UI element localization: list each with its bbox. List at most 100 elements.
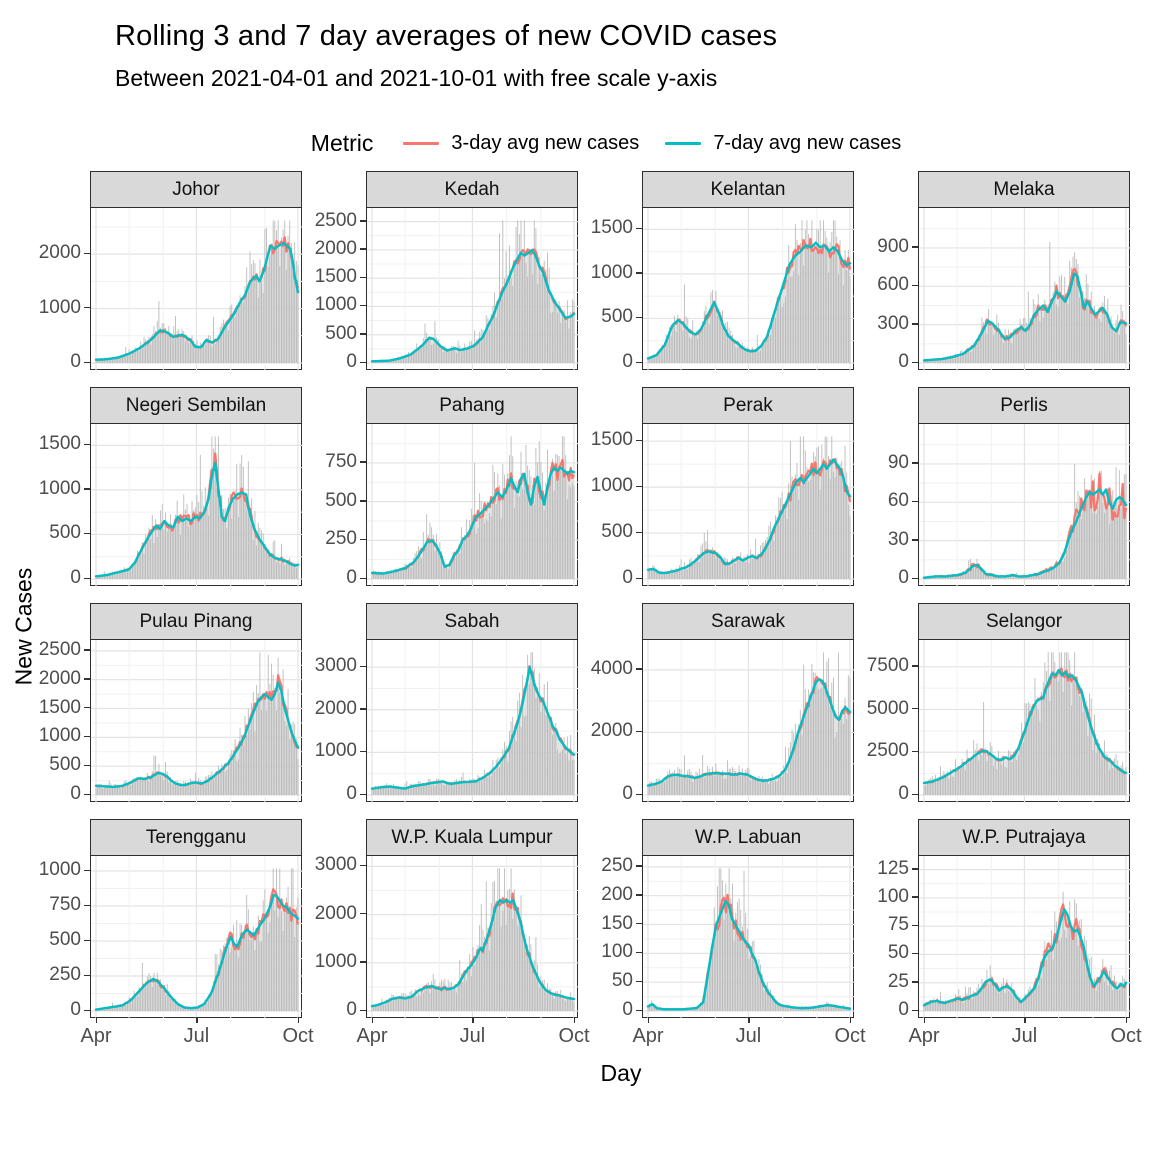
- facet-panel-negeri-sembilan: [90, 423, 303, 587]
- legend-item-7day: 7-day avg new cases: [665, 132, 901, 155]
- y-tick-label: 2000: [314, 902, 357, 924]
- y-tick-mark: [636, 730, 642, 733]
- y-tick-label: 2500: [866, 740, 909, 762]
- y-tick-mark: [84, 532, 90, 535]
- y-tick-mark: [912, 284, 918, 287]
- y-tick-mark: [84, 793, 90, 795]
- facet-panel-pulau-pinang: [90, 639, 303, 803]
- y-tick-mark: [912, 539, 918, 541]
- facet-strip-w-p-putrajaya: W.P. Putrajaya: [918, 819, 1130, 855]
- facet-panel-w-p-kuala-lumpur: Apr Jul Oct: [356, 855, 590, 1047]
- y-axis-selangor: 0 2500 5000 7500: [860, 639, 918, 804]
- y-tick-label: 1500: [314, 266, 357, 288]
- y-tick-mark: [360, 864, 366, 867]
- facet-panel-w-p-labuan: Apr Jul Oct: [632, 855, 866, 1047]
- y-tick-mark: [636, 1009, 642, 1011]
- y-axis-perak: 0 500 1000 1500: [584, 423, 642, 588]
- y-tick-label: 600: [877, 274, 909, 296]
- y-axis-sarawak: 0 2000 4000: [584, 639, 642, 804]
- y-tick-label: 100: [877, 885, 909, 907]
- y-tick-label: 1000: [314, 950, 357, 972]
- x-tick-mark: [372, 1017, 374, 1023]
- y-tick-label: 0: [70, 567, 81, 588]
- y-tick-mark: [636, 951, 642, 954]
- y-tick-label: 90: [887, 451, 909, 473]
- facet-strip-melaka: Melaka: [918, 171, 1130, 207]
- y-tick-mark: [360, 220, 366, 222]
- y-axis-perlis: 0 30 60 90: [860, 423, 918, 588]
- y-tick-mark: [360, 1009, 366, 1011]
- x-axis-title: Day: [600, 1060, 642, 1086]
- y-tick-label: 0: [622, 351, 633, 372]
- facet-pahang: 0 250 500 750 Pahang: [308, 387, 579, 588]
- facet-sabah: 0 1000 2000 3000 Sabah: [308, 603, 579, 804]
- x-tick-mark: [472, 1017, 474, 1023]
- y-tick-label: 0: [898, 351, 909, 372]
- y-tick-mark: [912, 665, 918, 667]
- y-tick-label: 4000: [590, 657, 633, 679]
- y-tick-mark: [912, 924, 918, 927]
- y-tick-label: 500: [601, 306, 633, 328]
- facet-panel-sarawak: [642, 639, 855, 803]
- y-tick-label: 1000: [314, 294, 357, 316]
- y-tick-mark: [636, 316, 642, 319]
- facet-kelantan: 0 500 1000 1500 Kelantan: [584, 171, 855, 372]
- y-tick-label: 0: [70, 783, 81, 804]
- facet-strip-negeri-sembilan: Negeri Sembilan: [90, 387, 302, 423]
- x-tick-label: Oct: [558, 1025, 590, 1047]
- y-axis-w-p-putrajaya: 0 25 50 75 100 125: [860, 855, 918, 1020]
- y-tick-mark: [84, 764, 90, 767]
- facet-pulau-pinang: 0 500 1000 1500 2000 2500 Pulau Pinang: [32, 603, 303, 804]
- y-tick-mark: [84, 1009, 90, 1011]
- chart-subtitle: Between 2021-04-01 and 2021-10-01 with f…: [115, 65, 718, 91]
- facet-strip-w-p-labuan: W.P. Labuan: [642, 819, 854, 855]
- y-tick-mark: [912, 323, 918, 325]
- y-tick-mark: [84, 649, 90, 651]
- y-tick-mark: [636, 865, 642, 867]
- y-tick-label: 2500: [38, 638, 81, 660]
- y-tick-mark: [360, 361, 366, 363]
- y-tick-label: 0: [898, 999, 909, 1020]
- y-tick-label: 2000: [38, 667, 81, 689]
- y-tick-mark: [636, 361, 642, 363]
- x-tick-label: Jul: [183, 1025, 210, 1047]
- y-tick-label: 125: [877, 857, 909, 879]
- y-tick-mark: [84, 707, 90, 709]
- facet-strip-selangor: Selangor: [918, 603, 1130, 639]
- y-tick-label: 1000: [38, 296, 81, 318]
- y-tick-label: 75: [887, 914, 909, 936]
- y-tick-mark: [912, 577, 918, 579]
- y-tick-mark: [360, 461, 366, 463]
- y-tick-mark: [912, 793, 918, 795]
- y-tick-label: 250: [601, 854, 633, 876]
- y-tick-label: 250: [325, 528, 357, 550]
- y-tick-label: 0: [898, 783, 909, 804]
- y-tick-label: 25: [887, 970, 909, 992]
- plot-area: New Cases 0 1000 2000 Johor 0 500 1000 1500 2000…: [0, 171, 1152, 1087]
- facet-panel-kedah: [366, 207, 579, 371]
- y-tick-mark: [84, 307, 90, 309]
- y-axis-negeri-sembilan: 0 500 1000 1500: [32, 423, 90, 588]
- y-tick-mark: [636, 577, 642, 579]
- y-tick-mark: [912, 1009, 918, 1011]
- facet-strip-pahang: Pahang: [366, 387, 578, 423]
- x-tick-label: Oct: [282, 1025, 314, 1047]
- y-tick-mark: [636, 793, 642, 795]
- y-axis-sabah: 0 1000 2000 3000: [308, 639, 366, 804]
- y-tick-mark: [360, 333, 366, 335]
- y-tick-mark: [84, 974, 90, 976]
- y-axis-melaka: 0 300 600 900: [860, 207, 918, 372]
- y-tick-mark: [84, 252, 90, 254]
- facet-strip-perlis: Perlis: [918, 387, 1130, 423]
- y-tick-mark: [360, 500, 366, 502]
- y-tick-mark: [360, 913, 366, 915]
- y-tick-mark: [360, 538, 366, 541]
- y-tick-label: 0: [622, 783, 633, 804]
- facet-panel-melaka: [918, 207, 1131, 371]
- legend-label-7day: 7-day avg new cases: [713, 132, 902, 154]
- facet-johor: 0 1000 2000 Johor: [32, 171, 303, 372]
- x-tick-mark: [1126, 1017, 1128, 1023]
- y-tick-label: 500: [49, 522, 81, 544]
- y-tick-mark: [912, 750, 918, 753]
- x-tick-mark: [748, 1017, 750, 1023]
